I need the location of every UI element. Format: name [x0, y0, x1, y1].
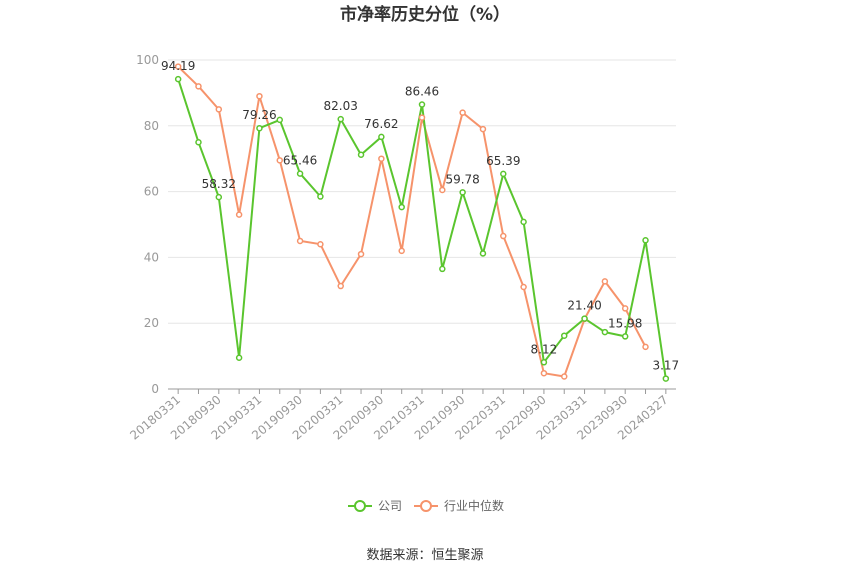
data-point-company	[276, 116, 284, 124]
data-point-industry-median	[235, 211, 243, 218]
data-point-industry-median	[520, 283, 527, 291]
data-label: 58.32	[202, 177, 236, 191]
data-label: 21.40	[567, 299, 601, 313]
y-tick-label: 20	[144, 316, 159, 330]
chart-title: 市净率历史分位（%）	[340, 4, 510, 25]
data-point-industry-median	[560, 373, 568, 380]
legend-label-company: 公司	[378, 499, 402, 513]
data-point-industry-median	[439, 186, 446, 194]
data-point-company	[540, 359, 548, 366]
source-note: 数据来源：恒生聚源	[366, 548, 483, 563]
data-point-company	[459, 189, 466, 196]
data-point-industry-median	[459, 109, 466, 116]
y-tick-label: 60	[144, 185, 159, 199]
data-point-company	[337, 115, 344, 123]
data-label: 15.98	[608, 316, 642, 330]
data-label: 79.26	[242, 108, 276, 122]
data-point-company	[560, 332, 568, 339]
y-axis-ticks: 0 20 40 60 80 100	[136, 53, 159, 396]
data-label: 94.19	[161, 59, 195, 73]
data-point-industry-median	[174, 63, 182, 70]
data-point-company	[317, 193, 324, 200]
data-point-industry-median	[601, 278, 609, 285]
data-labels: 94.19 58.32 79.26 65.46 82.03 76.62 86.46 59.78…	[161, 59, 679, 372]
data-point-company	[621, 333, 629, 340]
legend-item-industry-median[interactable]: 行业中位数	[414, 498, 504, 513]
y-tick-label: 100	[136, 53, 159, 67]
data-point-industry-median	[296, 237, 304, 245]
legend[interactable]: 公司 行业中位数	[348, 498, 504, 513]
data-point-company	[174, 75, 182, 83]
data-point-company	[479, 250, 487, 257]
data-point-company	[296, 170, 304, 177]
data-point-company	[195, 139, 202, 146]
data-point-company	[601, 328, 609, 336]
legend-label-industry-median: 行业中位数	[444, 498, 504, 513]
data-point-company	[520, 218, 527, 226]
data-label: 86.46	[405, 85, 439, 99]
series-points	[174, 63, 670, 382]
data-point-company	[378, 133, 385, 141]
legend-item-company[interactable]: 公司	[348, 499, 402, 513]
data-point-company	[662, 375, 670, 382]
data-point-company	[581, 315, 588, 322]
data-point-industry-median	[500, 232, 507, 240]
y-tick-label: 40	[144, 250, 159, 264]
data-point-industry-median	[621, 305, 629, 312]
data-point-industry-median	[418, 114, 426, 121]
data-point-industry-median	[215, 106, 223, 113]
data-point-company	[418, 101, 426, 108]
y-tick-label: 0	[151, 382, 159, 396]
data-label: 82.03	[324, 99, 358, 113]
data-point-industry-median	[337, 282, 344, 290]
data-point-industry-median	[398, 247, 405, 255]
data-point-industry-median	[378, 155, 385, 162]
data-point-company	[256, 124, 263, 132]
data-label: 65.39	[486, 154, 520, 168]
data-point-industry-median	[256, 92, 263, 100]
data-label: 65.46	[283, 154, 317, 168]
series-line-industry-median	[177, 65, 647, 378]
data-point-industry-median	[317, 240, 324, 248]
data-point-industry-median	[357, 250, 365, 258]
data-label: 76.62	[364, 117, 398, 131]
data-label: 8.12	[531, 342, 558, 356]
data-point-company	[357, 151, 365, 159]
data-point-company	[642, 237, 649, 244]
data-label: 3.17	[652, 359, 679, 373]
x-axis: 2018033120180930201903312019093020200331…	[127, 388, 676, 443]
data-point-industry-median	[479, 125, 487, 133]
legend-marker-company	[354, 500, 366, 512]
grid-lines	[168, 59, 676, 324]
data-point-company	[215, 193, 223, 201]
data-point-company	[439, 265, 446, 273]
data-point-company	[398, 203, 405, 211]
data-point-industry-median	[195, 83, 202, 90]
data-point-industry-median	[276, 157, 284, 164]
data-point-company	[500, 170, 507, 178]
legend-marker-industry-median	[420, 500, 432, 512]
data-point-company	[235, 354, 243, 361]
data-label: 59.78	[445, 172, 479, 186]
data-point-industry-median	[642, 343, 649, 351]
data-point-industry-median	[540, 369, 548, 377]
y-tick-label: 80	[144, 119, 159, 133]
